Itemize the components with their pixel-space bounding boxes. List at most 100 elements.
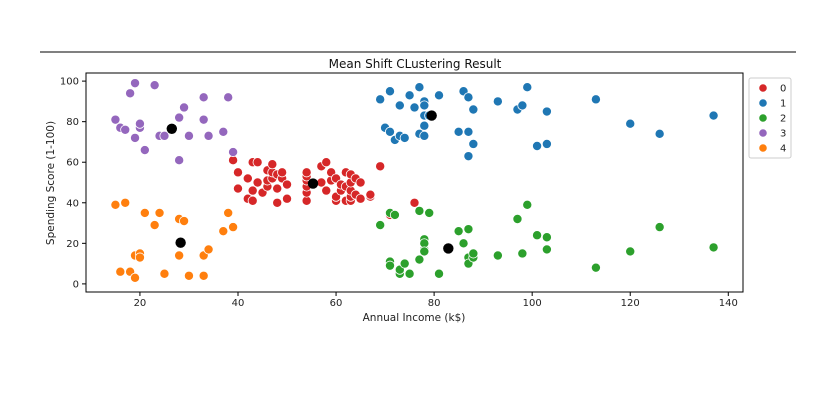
point-cluster-3 [198, 114, 209, 125]
x-tick-label: 20 [134, 298, 147, 309]
point-cluster-4 [218, 226, 229, 237]
point-cluster-2 [389, 209, 400, 220]
point-cluster-4 [134, 252, 145, 263]
point-cluster-2 [512, 213, 523, 224]
scatter-points [110, 78, 719, 283]
point-cluster-0 [355, 177, 366, 188]
point-cluster-4 [154, 207, 165, 218]
point-cluster-1 [453, 126, 464, 137]
point-cluster-2 [419, 246, 430, 257]
centroid-marker [426, 110, 437, 121]
point-cluster-4 [149, 220, 160, 231]
point-cluster-0 [247, 185, 258, 196]
point-cluster-1 [384, 86, 395, 97]
point-cluster-4 [203, 244, 214, 255]
point-cluster-0 [321, 185, 332, 196]
chart-title: Mean Shift CLustering Result [329, 57, 502, 71]
point-cluster-1 [463, 92, 474, 103]
point-cluster-1 [434, 90, 445, 101]
point-cluster-2 [541, 244, 552, 255]
point-cluster-4 [159, 268, 170, 279]
point-cluster-0 [409, 197, 420, 208]
point-cluster-1 [468, 138, 479, 149]
point-cluster-0 [277, 167, 288, 178]
x-tick-label: 60 [330, 298, 343, 309]
point-cluster-1 [399, 132, 410, 143]
point-cluster-2 [541, 232, 552, 243]
point-cluster-0 [252, 157, 263, 168]
point-cluster-0 [252, 177, 263, 188]
point-cluster-1 [463, 126, 474, 137]
point-cluster-0 [301, 167, 312, 178]
point-cluster-0 [355, 193, 366, 204]
point-cluster-4 [228, 222, 239, 233]
point-cluster-3 [134, 118, 145, 129]
point-cluster-2 [434, 268, 445, 279]
point-cluster-3 [139, 145, 150, 156]
point-cluster-3 [130, 132, 141, 143]
point-cluster-2 [522, 199, 533, 210]
y-tick-label: 60 [66, 158, 79, 169]
legend: 0 1 2 3 4 [748, 77, 792, 159]
point-cluster-2 [414, 205, 425, 216]
legend-label-1: 1 [780, 99, 786, 110]
x-tick-label: 100 [523, 298, 542, 309]
point-cluster-1 [414, 82, 425, 93]
y-tick-label: 20 [66, 239, 79, 250]
point-cluster-4 [139, 207, 150, 218]
point-cluster-4 [179, 216, 190, 227]
point-cluster-2 [532, 230, 543, 241]
plot-area-frame [85, 72, 744, 293]
point-cluster-2 [468, 248, 479, 259]
point-cluster-1 [463, 151, 474, 162]
point-cluster-2 [404, 268, 415, 279]
point-cluster-1 [522, 82, 533, 93]
point-cluster-1 [419, 120, 430, 131]
point-cluster-2 [375, 220, 386, 231]
point-cluster-3 [218, 126, 229, 137]
y-tick-label: 40 [66, 198, 79, 209]
point-cluster-1 [384, 126, 395, 137]
point-cluster-1 [532, 140, 543, 151]
point-cluster-3 [110, 114, 121, 125]
cluster-centroids [166, 110, 454, 254]
point-cluster-4 [120, 197, 131, 208]
y-tick-label: 100 [60, 77, 79, 88]
x-axis-ticks: 20 40 60 80 100 120 140 [134, 292, 738, 309]
point-cluster-2 [654, 222, 665, 233]
point-cluster-4 [223, 207, 234, 218]
point-cluster-3 [228, 147, 239, 158]
point-cluster-2 [453, 226, 464, 237]
point-cluster-0 [321, 157, 332, 168]
point-cluster-2 [708, 242, 719, 253]
legend-marker-0 [758, 83, 768, 93]
point-cluster-0 [247, 195, 258, 206]
legend-marker-2 [758, 113, 768, 123]
point-cluster-2 [399, 258, 410, 269]
point-cluster-3 [203, 130, 214, 141]
point-cluster-1 [654, 128, 665, 139]
point-cluster-0 [242, 173, 253, 184]
point-cluster-4 [174, 250, 185, 261]
point-cluster-2 [463, 224, 474, 235]
x-tick-label: 80 [428, 298, 441, 309]
point-cluster-4 [115, 266, 126, 277]
y-axis-ticks: 0 20 40 60 80 100 [60, 77, 86, 290]
legend-marker-3 [758, 128, 768, 138]
y-axis-label: Spending Score (1-100) [45, 121, 57, 245]
point-cluster-1 [375, 94, 386, 105]
point-cluster-1 [541, 106, 552, 117]
point-cluster-1 [468, 104, 479, 115]
x-tick-label: 40 [232, 298, 245, 309]
point-cluster-0 [267, 159, 278, 170]
point-cluster-1 [419, 130, 430, 141]
point-cluster-2 [414, 254, 425, 265]
x-tick-label: 140 [719, 298, 738, 309]
y-tick-label: 80 [66, 117, 79, 128]
point-cluster-2 [384, 260, 395, 271]
point-cluster-3 [125, 88, 136, 99]
legend-box [748, 77, 792, 159]
point-cluster-4 [183, 270, 194, 281]
point-cluster-1 [492, 96, 503, 107]
